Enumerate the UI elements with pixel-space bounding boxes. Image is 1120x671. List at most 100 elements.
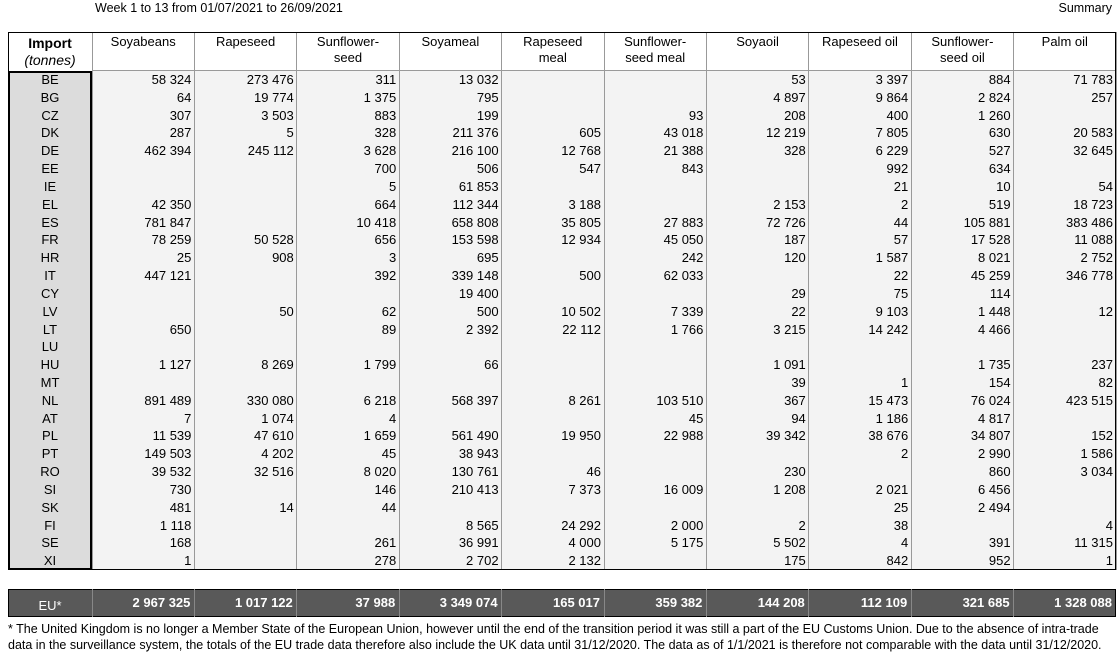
- cell: 5: [286, 125, 294, 141]
- cell: 38: [893, 517, 909, 533]
- cell: 695: [476, 250, 499, 266]
- column-line: [705, 32, 707, 570]
- cell: 71 783: [1073, 72, 1113, 87]
- cell: 9 103: [875, 303, 909, 319]
- cell: 1 586: [1080, 446, 1113, 462]
- row-label: HR: [40, 250, 60, 266]
- cell: 12: [1098, 303, 1113, 319]
- header-right: Summary: [1058, 1, 1112, 15]
- cell: 130 761: [451, 464, 499, 480]
- cell: 103 510: [656, 392, 704, 408]
- total-cell: 2 967 325: [132, 595, 191, 610]
- cell: 14: [279, 499, 294, 515]
- cell: 4: [388, 410, 397, 426]
- total-line: [501, 589, 503, 617]
- cell: 10 502: [561, 303, 601, 319]
- total-cell: 37 988: [355, 595, 396, 610]
- row-label: CY: [40, 285, 60, 301]
- cell: 50 528: [254, 232, 294, 248]
- cell: 328: [374, 125, 397, 141]
- total-line: [398, 589, 400, 617]
- column-line: [398, 32, 400, 570]
- cell: 2 752: [1080, 250, 1113, 266]
- cell: 5 175: [670, 535, 704, 551]
- cell: 17 528: [970, 232, 1011, 248]
- cell: 154: [988, 374, 1011, 390]
- row-label: AT: [42, 410, 58, 426]
- cell: 650: [169, 321, 192, 337]
- cell: 1 375: [363, 89, 397, 105]
- total-cell: 321 685: [962, 595, 1010, 610]
- cell: 10: [996, 178, 1011, 194]
- row-label: DK: [40, 125, 60, 141]
- cell: 27 883: [663, 214, 704, 230]
- cell: 1 208: [773, 481, 806, 497]
- cell: 8 020: [363, 464, 397, 480]
- column-line: [808, 32, 810, 570]
- row-label: LT: [42, 321, 58, 337]
- cell: 34 807: [970, 428, 1011, 444]
- row-label: EE: [41, 161, 59, 177]
- cell: 45 050: [663, 232, 704, 248]
- cell: 795: [476, 89, 499, 105]
- cell: 42 350: [151, 196, 192, 212]
- cell: 842: [886, 553, 909, 569]
- row-label: PT: [41, 446, 59, 462]
- cell: 22 988: [663, 428, 704, 444]
- column-line: [1115, 32, 1117, 570]
- cell: 211 376: [452, 125, 499, 141]
- cell: 168: [169, 535, 192, 551]
- cell: 1: [184, 553, 192, 569]
- cell: 500: [476, 303, 499, 319]
- cell: 2 824: [978, 89, 1011, 105]
- cell: 21: [893, 178, 909, 194]
- cell: 634: [988, 161, 1011, 177]
- cell: 1 587: [875, 250, 909, 266]
- cell: 32 645: [1073, 143, 1113, 159]
- cell: 8 269: [261, 357, 294, 373]
- cell: 38 676: [868, 428, 909, 444]
- cell: 883: [374, 107, 397, 123]
- column-header: Sunflower-seed: [316, 34, 380, 65]
- label-column-bg: [8, 71, 92, 570]
- cell: 447 121: [144, 268, 192, 284]
- cell: 656: [374, 232, 397, 248]
- cell: 481: [169, 499, 192, 515]
- row-label: IT: [44, 268, 56, 284]
- cell: 700: [374, 161, 397, 177]
- cell: 462 394: [144, 143, 192, 159]
- cell: 3 215: [773, 321, 806, 337]
- cell: 14 242: [868, 321, 909, 337]
- column-line: [501, 32, 503, 570]
- corner-unit: (tonnes): [24, 52, 76, 68]
- cell: 4: [1105, 517, 1113, 533]
- cell: 62 033: [663, 268, 704, 284]
- cell: 53: [791, 72, 806, 87]
- total-cell: 3 349 074: [439, 595, 498, 610]
- row-label: BE: [41, 72, 59, 87]
- header-left: Week 1 to 13 from 01/07/2021 to 26/09/20…: [95, 1, 343, 15]
- cell: 843: [681, 161, 704, 177]
- cell: 11 088: [1074, 232, 1113, 248]
- cell: 44: [381, 499, 397, 515]
- cell: 3 628: [363, 143, 397, 159]
- row-label: MT: [40, 374, 60, 390]
- cell: 605: [579, 125, 601, 141]
- cell: 22: [791, 303, 806, 319]
- cell: 13 032: [458, 72, 499, 87]
- row-label: RO: [40, 464, 60, 480]
- cell: 781 847: [144, 214, 192, 230]
- row-label: SK: [41, 499, 59, 515]
- cell: 45: [688, 410, 704, 426]
- column-header: Soyaoil: [736, 34, 779, 49]
- cell: 1 766: [670, 321, 704, 337]
- cell: 11 539: [152, 428, 192, 444]
- cell: 72 726: [766, 214, 806, 230]
- cell: 423 515: [1065, 392, 1113, 408]
- cell: 153 598: [451, 232, 499, 248]
- total-cell: 144 208: [757, 595, 805, 610]
- cell: 3 503: [261, 107, 294, 123]
- cell: 2 990: [978, 446, 1011, 462]
- row-label: SE: [41, 535, 59, 551]
- total-line: [808, 589, 810, 617]
